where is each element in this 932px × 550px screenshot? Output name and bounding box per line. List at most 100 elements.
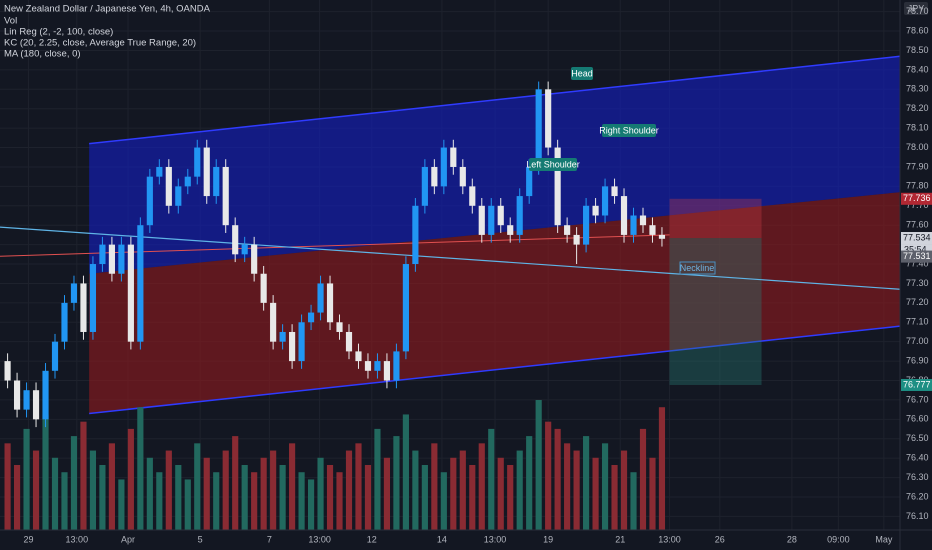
annotation-box [679,261,716,275]
volume-bar [611,465,618,530]
annotation: Right Shoulder [599,125,659,135]
volume-bar [194,443,201,530]
x-tick-label: 13:00 [308,534,331,544]
candle-body [326,283,334,323]
candle-body [630,215,637,235]
volume-bar [80,421,87,530]
annotation: Head [571,68,593,78]
countdown: 35:54 [904,244,927,254]
candle-body [345,331,353,352]
target-zone [669,238,762,385]
candle-body [146,176,153,226]
volume-bar [639,428,647,530]
candle-body [156,166,163,177]
y-tick-label: 78.00 [906,142,929,152]
y-tick-label: 77.30 [906,278,929,288]
currency: JPY [908,3,925,13]
channel-upper [89,56,900,274]
candle-body [260,273,267,303]
volume-bar [289,443,296,530]
indicator-label: MA (180, close, 0) [4,49,81,60]
candle-body [279,331,286,342]
y-tick-label: 77.60 [906,220,929,230]
volume-bar [450,457,457,530]
volume-bar [70,436,78,530]
candle-body [336,322,343,332]
candle-body [4,361,11,381]
volume-bar [393,436,400,530]
volume-bar [336,472,343,530]
volume-bar [175,465,182,530]
volume-bar [469,465,476,530]
volume-bar [364,465,372,530]
volume-bar [89,450,97,530]
candle-body [450,147,457,167]
volume-bar [431,443,438,530]
candle-body [203,147,210,197]
y-tick-label: 77.90 [906,161,929,171]
candle-body [383,361,391,381]
price-tag [901,232,932,245]
y-tick-label: 78.10 [906,123,929,133]
volume-bar [251,472,258,530]
candle-body [165,166,172,206]
y-tick-label: 76.40 [906,453,929,463]
volume-bar [4,443,11,530]
candle-body [573,234,580,245]
countdown-box [901,244,932,256]
candle-body [440,147,447,187]
candle-body [184,176,191,187]
candle-body [431,166,438,187]
y-tick-label: 76.90 [906,355,929,365]
candle-body [298,322,305,362]
volume-bar [459,450,466,530]
candle-body [554,147,561,226]
candle-body [222,166,229,226]
annotation-box [571,67,593,80]
x-tick-label: 5 [198,534,203,544]
volume-bar [165,450,172,530]
candle-body [42,370,49,420]
candle-body [213,166,220,197]
candle-body [317,283,324,313]
candle-body [402,264,409,352]
candle-body [545,89,552,148]
volume-bar [497,457,504,530]
indicator-label: Lin Reg (2, -2, 100, close) [4,27,113,38]
price-tag [901,378,932,391]
volume-bar [127,428,134,530]
annotation: Left Shoulder [526,159,580,169]
volume-bar [42,414,49,530]
candle-body [459,166,466,187]
y-tick-label: 78.20 [906,103,929,113]
candle-body [80,283,87,332]
volume-bar [412,450,419,530]
volume-bar [658,407,666,530]
volume-bar [402,414,409,530]
y-tick-label: 76.50 [906,433,929,443]
volume-bar [118,479,125,530]
y-tick-label: 78.50 [906,45,929,55]
volume-bar [355,443,362,530]
neckline-label: Neckline [680,263,715,273]
volume-bar [583,436,590,530]
candle-body [421,166,428,206]
annotation-box [529,158,577,171]
candle-body [70,283,78,303]
stop-zone [669,198,762,239]
volume-bar [232,436,239,530]
candle-body [497,205,504,226]
volume-bar [241,465,248,530]
candle-body [194,147,201,177]
candle-body [564,225,571,235]
candle-body [364,361,372,371]
candle-body [118,244,125,274]
candle-body [469,186,476,206]
volume-bar [307,479,315,530]
price-tag-label: 77.531 [903,251,931,261]
volume-bar [421,465,428,530]
candle-body [592,205,599,216]
candle-body [526,166,533,197]
candle-body [99,244,106,265]
